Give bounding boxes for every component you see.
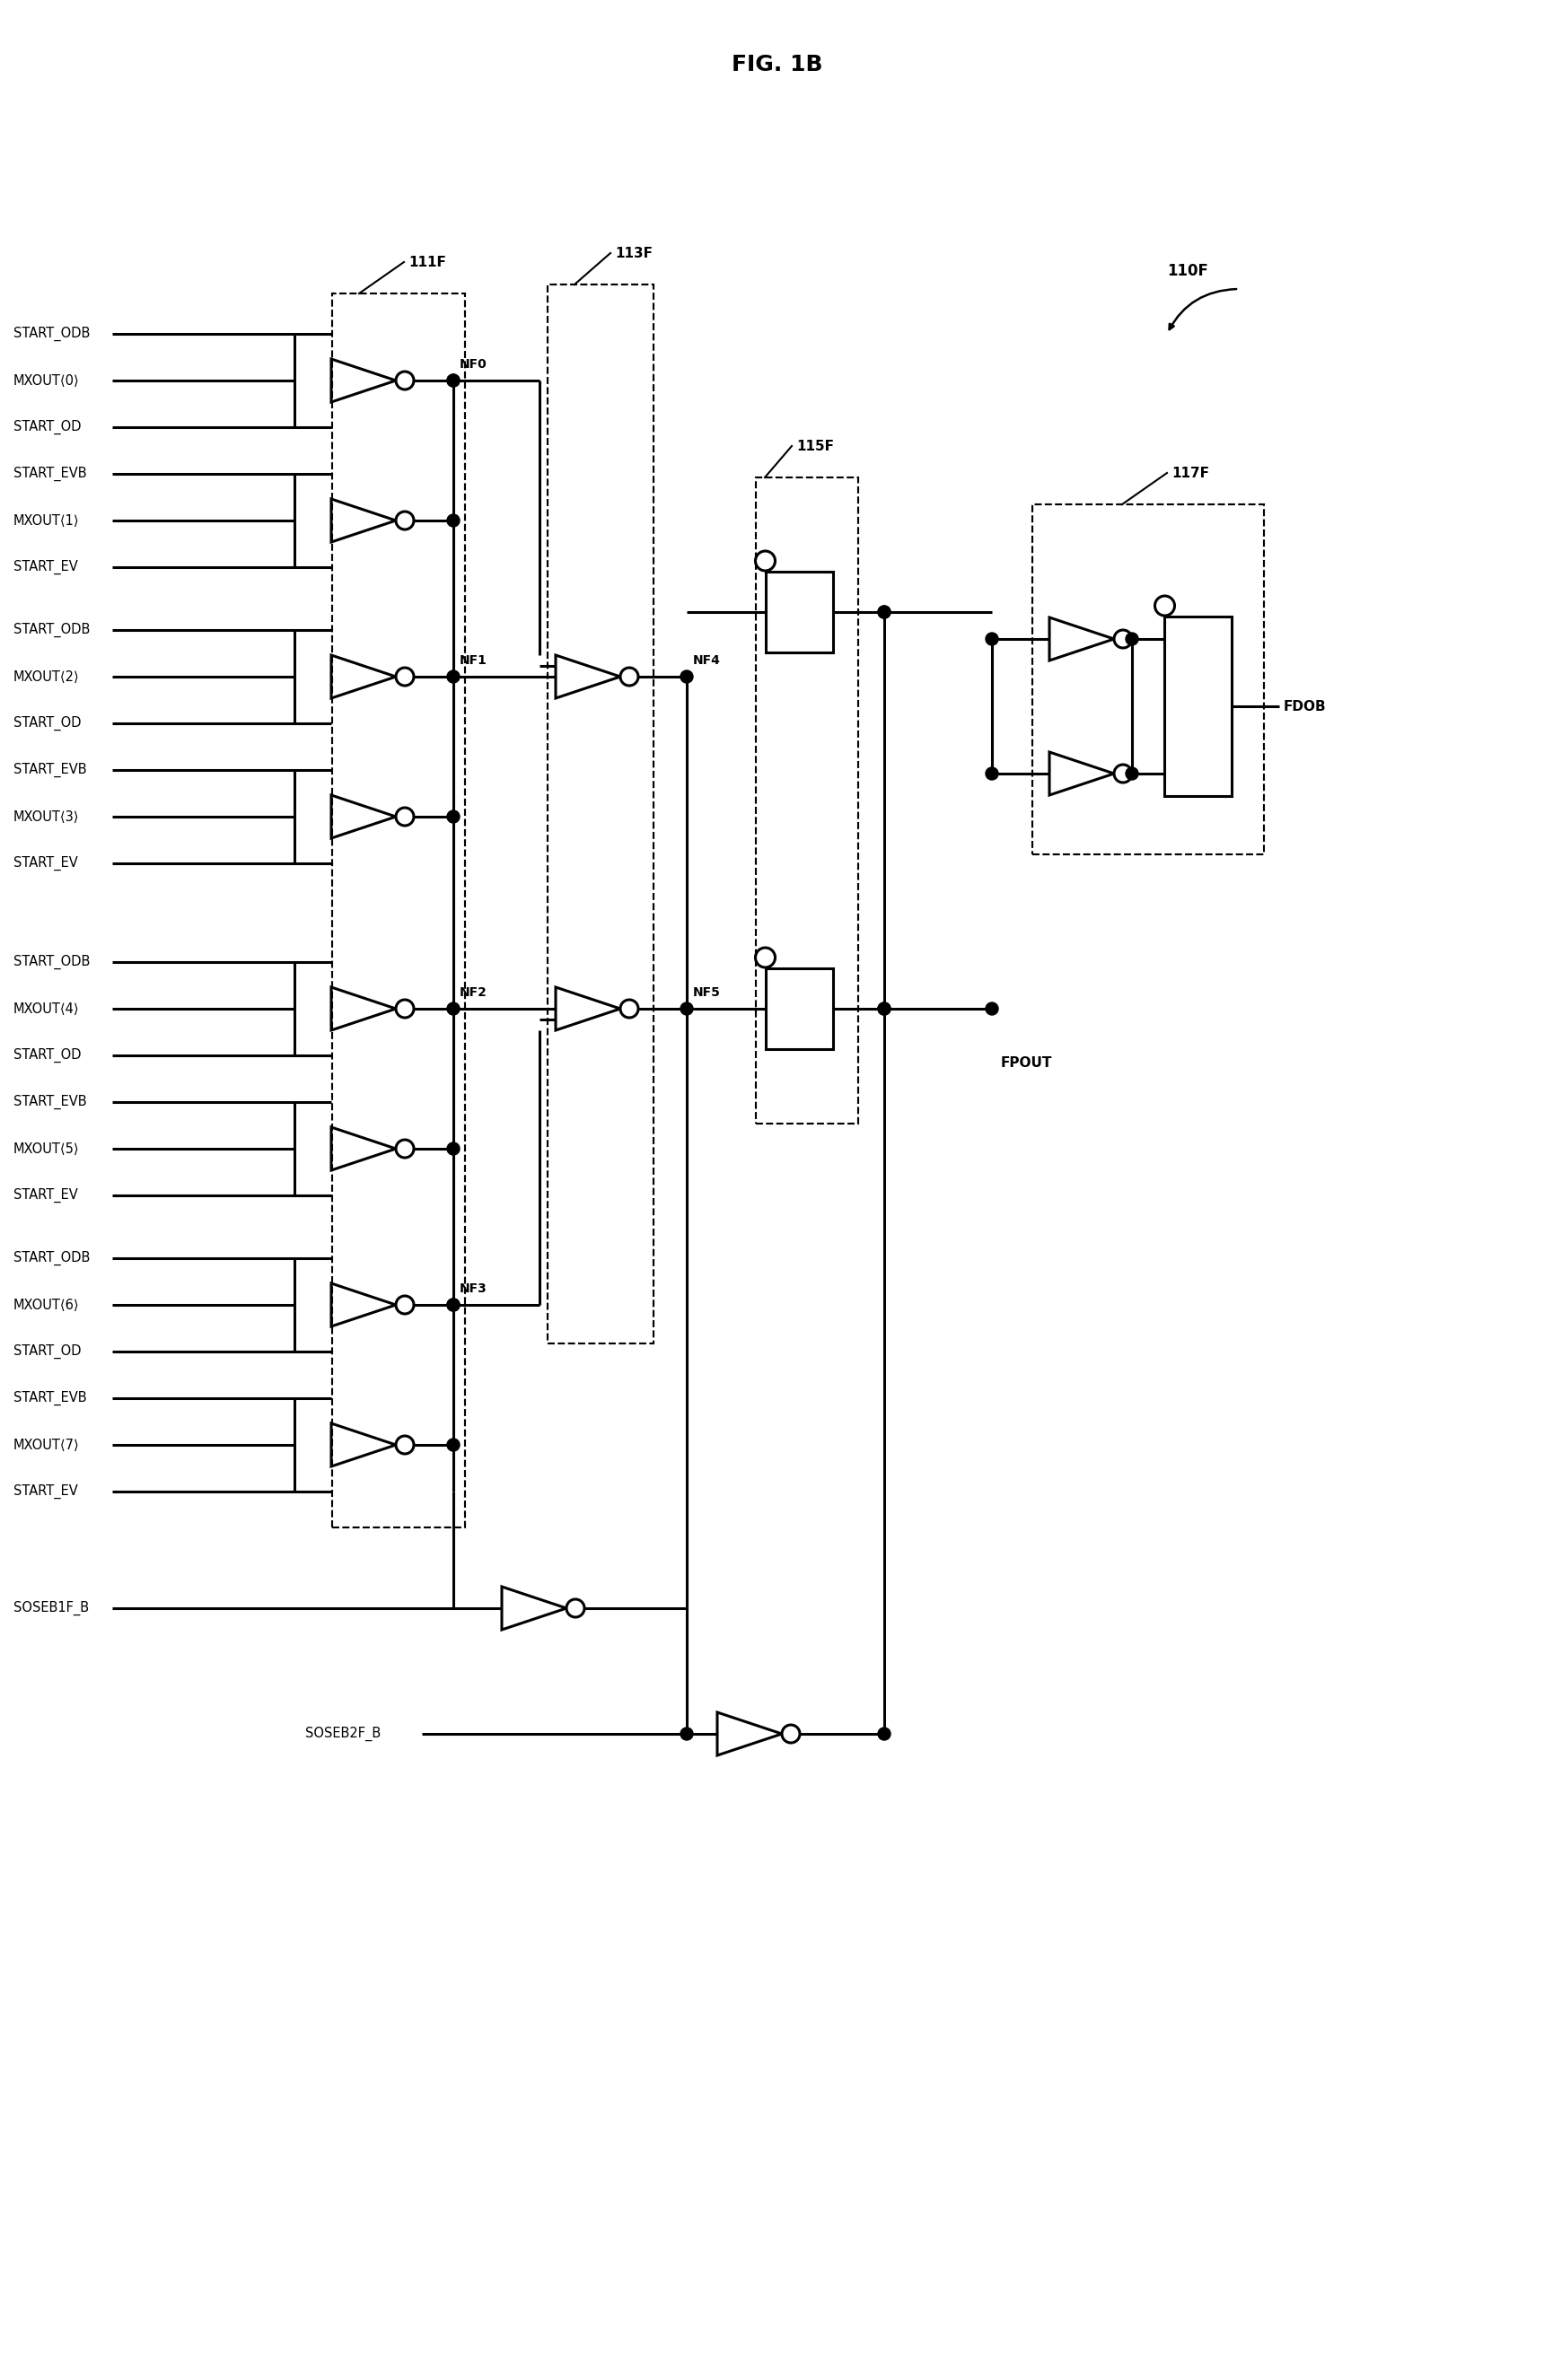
Circle shape [1124,766,1138,781]
Text: 117F: 117F [1171,466,1208,481]
Circle shape [877,1002,890,1014]
Text: FPOUT: FPOUT [1000,1057,1051,1069]
Circle shape [680,671,693,683]
Text: START_EVB: START_EVB [14,466,87,481]
Text: START_EV: START_EV [14,559,78,574]
Circle shape [447,809,460,823]
Text: START_ODB: START_ODB [14,1252,90,1266]
Text: MXOUT⟨2⟩: MXOUT⟨2⟩ [14,669,79,683]
Circle shape [877,607,890,619]
Bar [764,969,832,1050]
Text: 115F: 115F [795,440,834,452]
Text: SOSEB2F_B: SOSEB2F_B [304,1726,380,1742]
Text: 113F: 113F [615,248,652,259]
Text: FIG. 1B: FIG. 1B [731,55,822,76]
Bar [547,286,654,1342]
Bar [1031,505,1263,854]
Text: MXOUT⟨5⟩: MXOUT⟨5⟩ [14,1142,79,1154]
Text: NF4: NF4 [693,655,721,666]
Text: START_OD: START_OD [14,716,81,731]
Text: START_OD: START_OD [14,1047,81,1061]
Circle shape [985,1002,997,1014]
Text: MXOUT⟨6⟩: MXOUT⟨6⟩ [14,1297,79,1311]
Circle shape [680,1728,693,1740]
Text: START_EVB: START_EVB [14,762,87,778]
Text: NF5: NF5 [693,985,721,1000]
Circle shape [985,766,997,781]
Text: START_EVB: START_EVB [14,1390,87,1407]
Text: MXOUT⟨4⟩: MXOUT⟨4⟩ [14,1002,79,1016]
Text: MXOUT⟨3⟩: MXOUT⟨3⟩ [14,809,79,823]
Circle shape [877,1728,890,1740]
Circle shape [680,1002,693,1014]
Text: MXOUT⟨0⟩: MXOUT⟨0⟩ [14,374,79,388]
Circle shape [877,1002,890,1014]
Text: START_EVB: START_EVB [14,1095,87,1109]
Text: START_EV: START_EV [14,857,78,871]
Circle shape [447,514,460,526]
Circle shape [447,1299,460,1311]
Circle shape [447,1299,460,1311]
Circle shape [447,1142,460,1154]
Text: START_OD: START_OD [14,1345,81,1359]
Text: START_ODB: START_ODB [14,326,90,340]
Text: 110F: 110F [1166,262,1208,278]
Bar [332,293,464,1528]
Text: START_EV: START_EV [14,1485,78,1499]
Text: NF1: NF1 [460,655,488,666]
Text: START_OD: START_OD [14,419,81,436]
Circle shape [447,374,460,388]
Text: NF3: NF3 [460,1283,488,1295]
Text: MXOUT⟨7⟩: MXOUT⟨7⟩ [14,1438,79,1452]
Text: NF0: NF0 [460,357,488,371]
Bar [764,571,832,652]
Text: 111F: 111F [408,255,446,269]
Text: START_EV: START_EV [14,1188,78,1202]
Text: START_ODB: START_ODB [14,954,90,969]
Text: NF2: NF2 [460,985,488,1000]
Circle shape [985,633,997,645]
Circle shape [447,1438,460,1452]
Circle shape [1124,633,1138,645]
Text: MXOUT⟨1⟩: MXOUT⟨1⟩ [14,514,79,528]
Circle shape [447,1002,460,1014]
Bar [1165,616,1232,795]
Text: FDOB: FDOB [1283,700,1326,714]
Circle shape [447,374,460,388]
Text: START_ODB: START_ODB [14,624,90,638]
Bar [755,478,857,1123]
Circle shape [447,671,460,683]
Text: SOSEB1F_B: SOSEB1F_B [14,1602,89,1616]
Circle shape [877,607,890,619]
